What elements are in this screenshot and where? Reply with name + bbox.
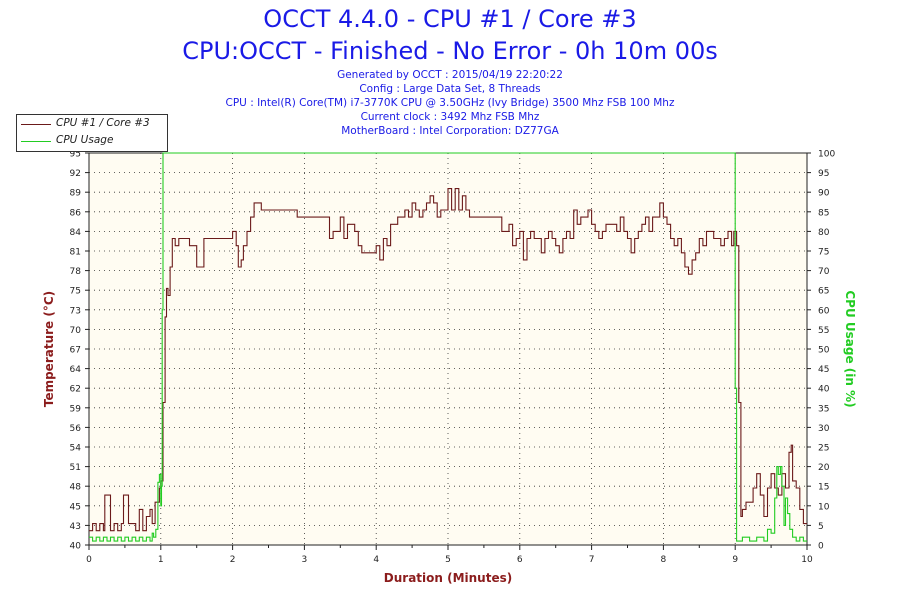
y-right-tick-label: 35: [818, 404, 829, 414]
y-right-tick-label: 65: [818, 287, 829, 297]
y-left-tick-label: 62: [70, 385, 81, 395]
x-tick-label: 3: [302, 555, 308, 565]
legend-label-temperature: CPU #1 / Core #3: [56, 117, 150, 129]
y-right-axis-label: CPU Usage (in %): [843, 290, 857, 407]
y-right-tick-label: 45: [818, 365, 829, 375]
y-left-tick-label: 95: [70, 150, 81, 160]
x-tick-label: 1: [158, 555, 164, 565]
y-right-tick-label: 75: [818, 248, 829, 258]
y-right-tick-label: 70: [818, 267, 830, 277]
info-config: Config : Large Data Set, 8 Threads: [359, 83, 541, 95]
y-right-tick-label: 95: [818, 169, 829, 179]
y-right-tick-label: 25: [818, 444, 829, 454]
series-line-temperature: [89, 188, 807, 532]
chart-title: OCCT 4.4.0 - CPU #1 / Core #3: [263, 5, 637, 33]
y-left-tick-label: 56: [70, 424, 82, 434]
x-tick-label: 6: [517, 555, 523, 565]
x-tick-label: 9: [732, 555, 738, 565]
legend-item-temperature: CPU #1 / Core #3: [17, 116, 167, 132]
legend-item-cpu-usage: CPU Usage: [17, 133, 167, 149]
info-current-clock: Current clock : 3492 Mhz FSB Mhz: [360, 111, 540, 123]
info-cpu: CPU : Intel(R) Core(TM) i7-3770K CPU @ 3…: [225, 97, 675, 109]
legend-swatch-temperature: [21, 124, 51, 125]
chart-legend: CPU #1 / Core #3 CPU Usage: [16, 114, 168, 152]
y-right-tick-label: 55: [818, 326, 829, 336]
x-tick-label: 4: [373, 555, 379, 565]
x-axis-label: Duration (Minutes): [384, 571, 512, 585]
y-left-tick-label: 75: [70, 287, 81, 297]
y-right-tick-label: 5: [818, 522, 824, 532]
x-tick-label: 2: [230, 555, 236, 565]
legend-swatch-cpu-usage: [21, 141, 51, 142]
y-left-tick-label: 92: [70, 169, 81, 179]
y-left-tick-label: 45: [70, 502, 81, 512]
y-left-tick-label: 40: [70, 542, 82, 552]
y-left-tick-label: 54: [70, 444, 82, 454]
y-left-tick-label: 78: [70, 267, 82, 277]
y-left-tick-label: 81: [70, 248, 81, 258]
y-left-axis-label: Temperature (°C): [42, 291, 56, 407]
info-generated: Generated by OCCT : 2015/04/19 22:20:22: [337, 69, 563, 81]
y-right-tick-label: 100: [818, 150, 835, 160]
y-left-tick-label: 59: [70, 404, 82, 414]
x-tick-label: 0: [86, 555, 92, 565]
y-left-tick-label: 84: [70, 228, 82, 238]
y-right-tick-label: 80: [818, 228, 830, 238]
y-right-tick-label: 10: [818, 502, 830, 512]
y-right-tick-label: 40: [818, 385, 830, 395]
y-right-tick-label: 15: [818, 483, 829, 493]
series-line-cpu-usage: [89, 152, 807, 542]
y-left-tick-label: 89: [70, 189, 82, 199]
y-left-tick-label: 67: [70, 346, 81, 356]
chart-subtitle: CPU:OCCT - Finished - No Error - 0h 10m …: [182, 37, 718, 65]
y-right-tick-label: 20: [818, 463, 830, 473]
y-left-tick-label: 64: [70, 365, 82, 375]
x-tick-label: 10: [801, 555, 813, 565]
y-right-tick-label: 50: [818, 346, 830, 356]
y-left-tick-label: 43: [70, 522, 81, 532]
y-left-tick-label: 48: [70, 483, 82, 493]
y-right-tick-label: 85: [818, 208, 829, 218]
y-right-tick-label: 0: [818, 542, 824, 552]
y-left-tick-label: 73: [70, 306, 81, 316]
info-motherboard: MotherBoard : Intel Corporation: DZ77GA: [341, 125, 559, 137]
y-right-tick-label: 30: [818, 424, 830, 434]
x-tick-label: 5: [445, 555, 451, 565]
x-tick-label: 7: [589, 555, 595, 565]
y-right-tick-label: 90: [818, 189, 830, 199]
legend-label-cpu-usage: CPU Usage: [56, 134, 114, 146]
y-right-tick-label: 60: [818, 306, 830, 316]
y-left-tick-label: 51: [70, 463, 81, 473]
x-tick-label: 8: [661, 555, 667, 565]
y-left-tick-label: 86: [70, 208, 82, 218]
y-left-tick-label: 70: [70, 326, 82, 336]
